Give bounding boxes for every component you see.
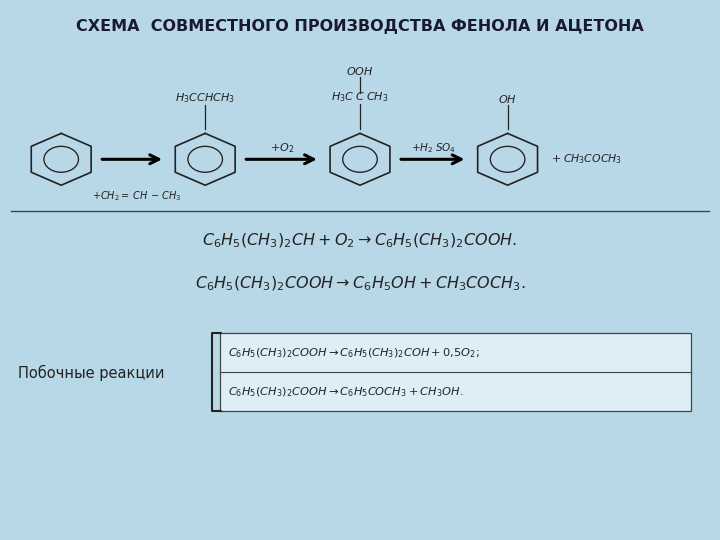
Text: СХЕМА  СОВМЕСТНОГО ПРОИЗВОДСТВА ФЕНОЛА И АЦЕТОНА: СХЕМА СОВМЕСТНОГО ПРОИЗВОДСТВА ФЕНОЛА И … [76, 19, 644, 34]
Text: $OOH$: $OOH$ [346, 65, 374, 77]
Text: $C_6H_5(CH_3)_2COOH \rightarrow C_6H_5(CH_3)_2COH + 0{,}5O_2;$: $C_6H_5(CH_3)_2COOH \rightarrow C_6H_5(C… [228, 346, 480, 360]
Text: $+O_2$: $+O_2$ [271, 141, 294, 155]
Text: $H_3CCHCH_3$: $H_3CCHCH_3$ [175, 91, 235, 105]
Text: Побочные реакции: Побочные реакции [18, 364, 164, 381]
Text: $H_3C\;C\;CH_3$: $H_3C\;C\;CH_3$ [331, 90, 389, 104]
Text: $C_6H_5(CH_3)_2COOH \rightarrow C_6H_5OH + CH_3COCH_3.$: $C_6H_5(CH_3)_2COOH \rightarrow C_6H_5OH… [194, 274, 526, 293]
Text: $+CH_2{=}\,CH\,-\,CH_3$: $+CH_2{=}\,CH\,-\,CH_3$ [92, 190, 181, 204]
Text: $+\;CH_3COCH_3$: $+\;CH_3COCH_3$ [551, 152, 622, 166]
Text: $+H_2\;SO_4$: $+H_2\;SO_4$ [411, 141, 456, 155]
FancyBboxPatch shape [220, 333, 691, 411]
Text: $C_6H_5(CH_3)_2COOH \rightarrow C_6H_5COCH_3 + CH_3OH.$: $C_6H_5(CH_3)_2COOH \rightarrow C_6H_5CO… [228, 385, 464, 399]
Text: $C_6H_5(CH_3)_2CH + O_2 \rightarrow C_6H_5(CH_3)_2COOH.$: $C_6H_5(CH_3)_2CH + O_2 \rightarrow C_6H… [202, 231, 518, 249]
Text: $OH$: $OH$ [498, 93, 517, 105]
